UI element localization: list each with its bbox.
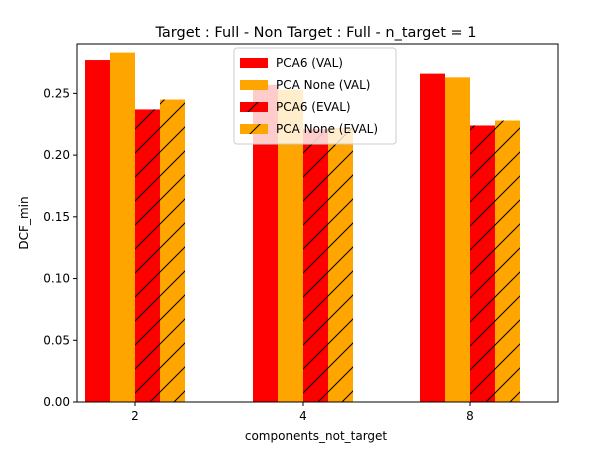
x-tick-label-0: 2	[131, 409, 139, 423]
y-tick-label-5: 0.25	[43, 86, 70, 100]
legend-swatch-1	[240, 80, 268, 90]
bar-0-2	[420, 73, 445, 402]
legend-swatch-hatch-2	[240, 102, 268, 112]
y-axis-label: DCF_min	[17, 196, 31, 249]
y-tick-label-2: 0.10	[43, 272, 70, 286]
legend: PCA6 (VAL) PCA None (VAL) PCA6 (EVAL) PCA N…	[233, 47, 397, 145]
y-tick-label-0: 0.00	[43, 395, 70, 409]
x-tick-label-1: 4	[299, 409, 307, 423]
bar-hatch-3-0	[160, 99, 185, 402]
x-axis-label: components_not_target	[245, 429, 388, 443]
legend-swatch-hatch-3	[240, 124, 268, 134]
y-tick-label-1: 0.05	[43, 333, 70, 347]
bar-1-0	[110, 52, 135, 402]
bar-hatch-3-1	[328, 127, 353, 402]
y-axis: 0.00 0.05 0.10 0.15 0.20 0.25	[43, 86, 77, 409]
chart-title: Target : Full - Non Target : Full - n_ta…	[154, 25, 476, 41]
legend-label-2: PCA6 (EVAL)	[276, 100, 351, 114]
legend-box	[233, 47, 397, 145]
legend-label-1: PCA None (VAL)	[276, 78, 370, 92]
bar-hatch-2-0	[135, 109, 160, 403]
plot-frame	[76, 43, 559, 403]
bar-hatch-3-2	[495, 120, 520, 402]
bar-hatch-2-1	[303, 129, 328, 402]
bar-hatch-2-2	[470, 125, 495, 402]
legend-label-0: PCA6 (VAL)	[276, 56, 343, 70]
x-tick-label-2: 8	[466, 409, 474, 423]
legend-swatch-0	[240, 58, 268, 68]
bar-0-0	[85, 60, 110, 402]
y-tick-label-4: 0.20	[43, 148, 70, 162]
bar-1-2	[445, 77, 470, 403]
x-axis: 2 4 8	[131, 402, 474, 423]
y-tick-label-3: 0.15	[43, 210, 70, 224]
legend-label-3: PCA None (EVAL)	[276, 122, 378, 136]
